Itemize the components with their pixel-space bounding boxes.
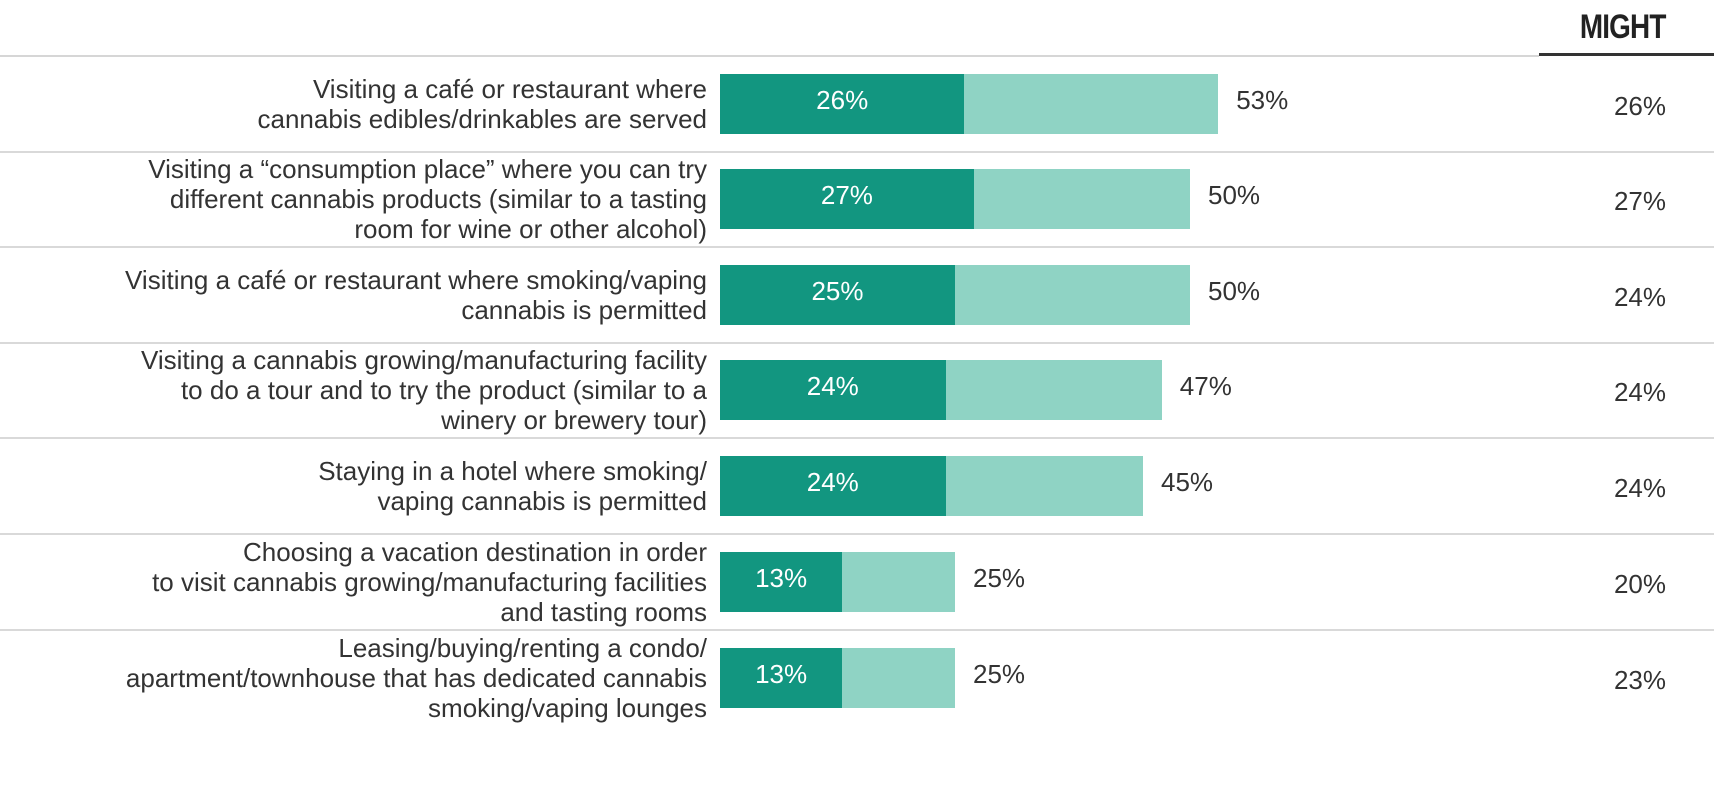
category-label: Visiting a cannabis growing/manufacturin… xyxy=(7,345,707,435)
bar-definitely xyxy=(720,455,946,516)
might-value-label: 27% xyxy=(1613,185,1666,216)
category-label-line: Visiting a “consumption place” where you… xyxy=(148,153,707,184)
bar-definitely-label: 27% xyxy=(820,179,873,210)
category-label-line: Leasing/buying/renting a condo/ xyxy=(338,632,707,663)
bar-definitely-label: 13% xyxy=(755,562,808,593)
chart-row: Staying in a hotel where smoking/vaping … xyxy=(0,439,1714,535)
header-divider xyxy=(0,55,1539,57)
might-header-underline xyxy=(1539,53,1714,56)
bar-definitely xyxy=(720,647,843,708)
row-divider xyxy=(0,533,1714,535)
bar-definitely-label: 13% xyxy=(755,658,808,689)
category-label-line: Visiting a cannabis growing/manufacturin… xyxy=(140,344,707,375)
category-label-line: cannabis is permitted xyxy=(461,294,707,325)
bar-total-label: 25% xyxy=(973,658,1026,689)
might-value-label: 20% xyxy=(1613,568,1666,599)
bar-total-label: 45% xyxy=(1161,466,1214,497)
category-label: Visiting a café or restaurant where canna… xyxy=(7,73,708,134)
chart-row: Visiting a café or restaurant where smok… xyxy=(0,248,1714,344)
bar-definitely xyxy=(720,551,843,612)
bar-definitely-label: 25% xyxy=(811,275,864,306)
chart-row: Visiting a “consumption place” where you… xyxy=(0,152,1714,248)
chart-row: Choosing a vacation destination in order… xyxy=(0,535,1714,631)
bar-total-label: 47% xyxy=(1179,370,1232,401)
chart-row: Visiting a café or restaurant where canna… xyxy=(0,57,1714,153)
category-label: Visiting a “consumption place” where you… xyxy=(7,154,707,244)
category-label-line: room for wine or other alcohol) xyxy=(354,213,707,244)
bar-definitely xyxy=(720,73,965,134)
row-divider xyxy=(0,246,1714,248)
might-value-label: 26% xyxy=(1613,90,1666,121)
bar-definitely xyxy=(720,264,955,325)
bar-definitely-label: 24% xyxy=(806,370,859,401)
chart-row: Visiting a cannabis growing/manufacturin… xyxy=(0,343,1714,439)
bar-total-label: 53% xyxy=(1236,84,1289,115)
row-divider xyxy=(0,151,1714,153)
category-label-line: Visiting a café or restaurant where smok… xyxy=(125,264,707,295)
row-divider xyxy=(0,629,1714,631)
category-label-line: vaping cannabis is permitted xyxy=(377,485,707,516)
category-label-line: to do a tour and to try the product (sim… xyxy=(180,374,707,405)
might-value-label: 24% xyxy=(1613,376,1666,407)
category-label-line: different cannabis products (similar to … xyxy=(169,183,707,214)
category-label-line: smoking/vaping lounges xyxy=(428,692,707,723)
bar-definitely-label: 24% xyxy=(806,466,859,497)
category-label-line: cannabis edibles/drinkables are served xyxy=(257,103,708,134)
category-label-line: Choosing a vacation destination in order xyxy=(243,536,707,567)
bar-definitely xyxy=(720,168,974,229)
might-value-label: 24% xyxy=(1613,281,1666,312)
row-divider xyxy=(0,437,1714,439)
category-label-line: winery or brewery tour) xyxy=(441,404,707,435)
bar-total-label: 50% xyxy=(1208,275,1261,306)
category-label-line: Visiting a café or restaurant where xyxy=(312,73,707,104)
might-column-header: MIGHT xyxy=(1580,8,1667,46)
category-label-line: and tasting rooms xyxy=(500,596,707,627)
bar-total-label: 50% xyxy=(1208,179,1261,210)
category-label: Choosing a vacation destination in order… xyxy=(7,537,707,627)
category-label: Staying in a hotel where smoking/vaping … xyxy=(7,456,707,516)
category-label: Leasing/buying/renting a condo/apartment… xyxy=(7,633,707,723)
might-value-label: 24% xyxy=(1613,472,1666,503)
might-value-label: 23% xyxy=(1613,664,1666,695)
row-divider xyxy=(0,342,1714,344)
chart-row: Leasing/buying/renting a condo/apartment… xyxy=(0,631,1714,726)
category-label-line: Staying in a hotel where smoking/ xyxy=(318,455,707,486)
bar-definitely xyxy=(720,359,946,420)
category-label-line: to visit cannabis growing/manufacturing … xyxy=(152,566,707,597)
category-label-line: apartment/townhouse that has dedicated c… xyxy=(125,662,707,693)
bar-definitely-label: 26% xyxy=(816,84,869,115)
category-label: Visiting a café or restaurant where smok… xyxy=(7,265,707,325)
bar-total-label: 25% xyxy=(973,562,1026,593)
